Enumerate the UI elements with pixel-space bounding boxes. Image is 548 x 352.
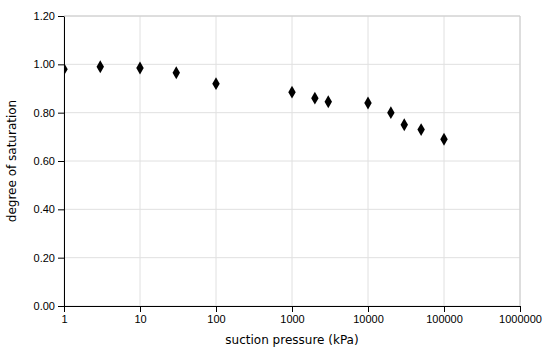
- chart: 1 10 100 1000 10000 100000 1000000 0.00 0.20 0.40…: [0, 0, 548, 352]
- tick-label: 1.20: [34, 10, 55, 22]
- point: [97, 60, 104, 73]
- tick: 1000000: [499, 306, 542, 325]
- grid-line: [64, 161, 520, 162]
- tick: 0.40: [34, 203, 64, 215]
- point: [417, 123, 424, 136]
- point: [311, 92, 318, 105]
- points: [64, 60, 448, 145]
- tick-mark: [58, 113, 64, 114]
- point: [136, 62, 143, 75]
- tick-mark: [520, 306, 521, 312]
- point: [64, 63, 68, 76]
- tick-mark: [292, 306, 293, 312]
- point: [401, 118, 408, 131]
- tick-mark: [58, 258, 64, 259]
- tick: 1.00: [34, 58, 64, 70]
- axis-line: [58, 17, 65, 307]
- x-axis-title: suction pressure (kPa): [225, 333, 358, 347]
- x-axis: 1 10 100 1000 10000 100000 1000000: [61, 306, 541, 325]
- tick-mark: [58, 64, 64, 65]
- point: [325, 95, 332, 108]
- tick-mark: [368, 306, 369, 312]
- plot: 1 10 100 1000 10000 100000 1000000 0.00 0.20 0.40…: [34, 10, 542, 325]
- point: [212, 77, 219, 90]
- tick: 0.20: [34, 252, 64, 264]
- point: [440, 133, 447, 146]
- tick-mark: [58, 306, 64, 307]
- tick: 10000: [353, 306, 384, 325]
- tick-label: 100000: [426, 313, 463, 325]
- tick-label: 100: [207, 313, 225, 325]
- tick-mark: [58, 161, 64, 162]
- tick-label: 1000000: [499, 313, 542, 325]
- tick-label: 10000: [353, 313, 384, 325]
- tick-mark: [58, 16, 64, 17]
- grid-line: [64, 16, 520, 17]
- tick-label: 0.00: [34, 300, 55, 312]
- tick-label: 1.00: [34, 58, 55, 70]
- y-axis: 0.00 0.20 0.40 0.60 0.80 1.00 1.20: [34, 10, 65, 312]
- tick: 0.00: [34, 300, 64, 312]
- tick-label: 1000: [280, 313, 304, 325]
- tick-label: 0.20: [34, 252, 55, 264]
- tick: 0.60: [34, 155, 64, 167]
- point: [364, 97, 371, 110]
- tick: 100000: [426, 306, 463, 325]
- tick-mark: [58, 209, 64, 210]
- tick-label: 1: [61, 313, 67, 325]
- point: [288, 86, 295, 99]
- frame: [64, 16, 520, 17]
- grid-line: [64, 64, 520, 65]
- grid-line: [64, 209, 520, 210]
- tick-label: 0.40: [34, 203, 55, 215]
- tick-label: 0.80: [34, 107, 55, 119]
- tick: 100: [207, 306, 225, 325]
- axis-line: [65, 307, 521, 313]
- tick: 0.80: [34, 107, 64, 119]
- tick: 1.20: [34, 10, 64, 22]
- frame: [520, 16, 521, 306]
- y-axis-title: degree of saturation: [5, 100, 19, 222]
- point: [173, 66, 180, 79]
- tick: 1000: [280, 306, 304, 325]
- grid: [64, 16, 520, 306]
- tick-mark: [140, 306, 141, 312]
- tick-mark: [216, 306, 217, 312]
- tick-label: 10: [134, 313, 146, 325]
- point: [387, 106, 394, 119]
- tick-label: 0.60: [34, 155, 55, 167]
- tick-mark: [444, 306, 445, 312]
- tick: 10: [134, 306, 146, 325]
- tick: 1: [61, 306, 67, 325]
- grid-line: [520, 16, 521, 306]
- grid-line: [64, 112, 520, 113]
- grid-line: [64, 257, 520, 258]
